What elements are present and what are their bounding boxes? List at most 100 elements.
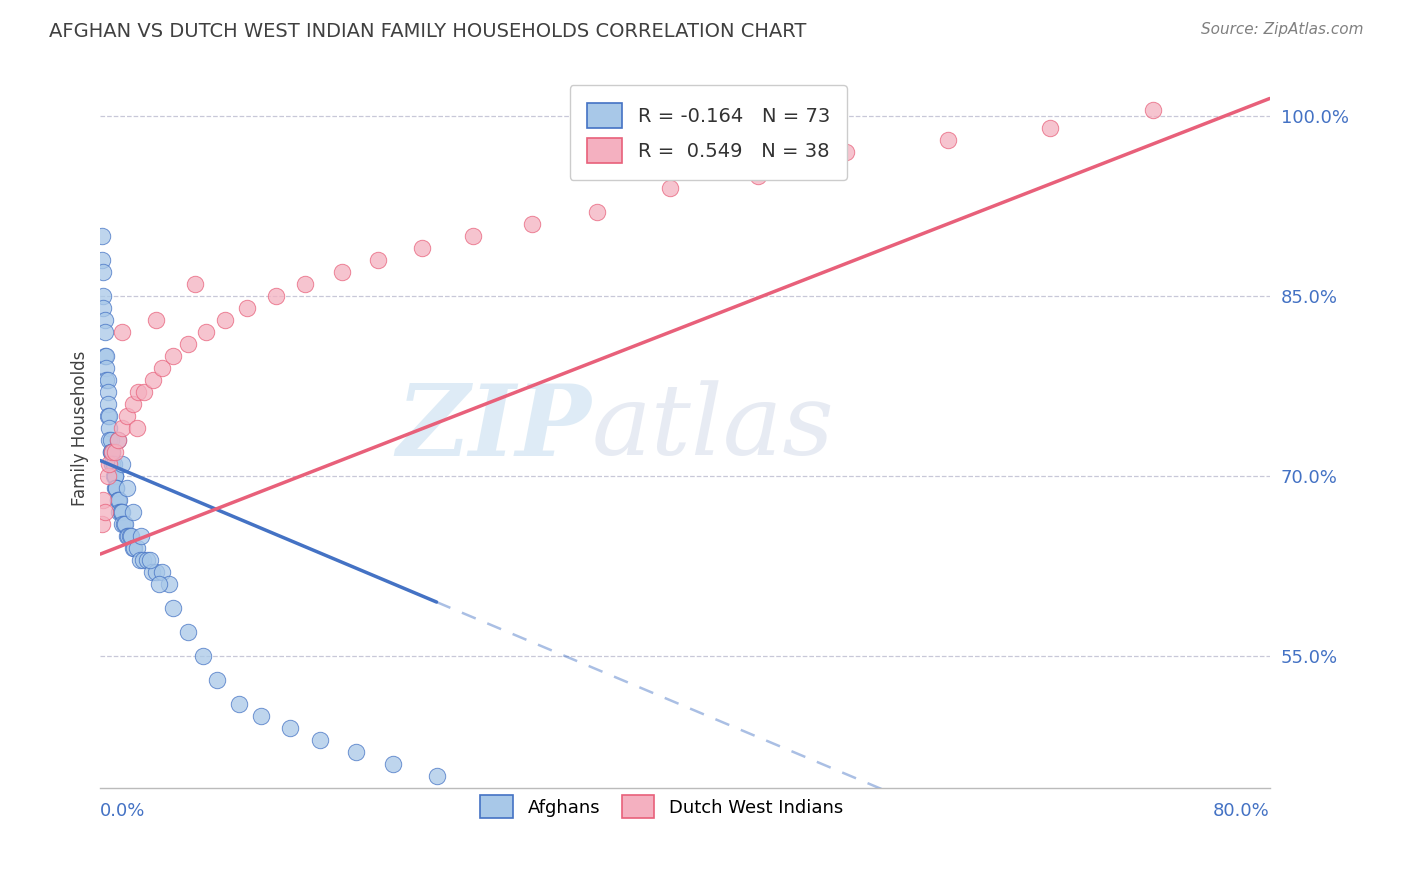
Point <box>191 648 214 663</box>
Point <box>107 493 129 508</box>
Point <box>308 732 330 747</box>
Point <box>115 529 138 543</box>
Point <box>90 253 112 268</box>
Point <box>118 529 141 543</box>
Point <box>121 505 143 519</box>
Point <box>104 469 127 483</box>
Point <box>214 313 236 327</box>
Point <box>145 565 167 579</box>
Point <box>110 505 132 519</box>
Point <box>111 517 134 532</box>
Point <box>207 673 229 687</box>
Text: atlas: atlas <box>592 381 834 475</box>
Point <box>97 373 120 387</box>
Point <box>103 457 125 471</box>
Point <box>125 421 148 435</box>
Point <box>411 241 433 255</box>
Point <box>136 553 159 567</box>
Point <box>250 709 273 723</box>
Point <box>129 529 152 543</box>
Y-axis label: Family Households: Family Households <box>72 351 89 506</box>
Point <box>96 349 118 363</box>
Point <box>114 517 136 532</box>
Point <box>121 541 143 555</box>
Point <box>101 445 124 459</box>
Point <box>104 445 127 459</box>
Point <box>228 697 250 711</box>
Point <box>96 373 118 387</box>
Point <box>425 769 447 783</box>
Point <box>235 301 257 316</box>
Point <box>115 481 138 495</box>
Point <box>111 505 134 519</box>
Point <box>150 565 173 579</box>
Point <box>139 553 162 567</box>
Point <box>148 577 170 591</box>
Point <box>100 445 122 459</box>
Point <box>150 361 173 376</box>
Point <box>100 445 122 459</box>
Point <box>111 326 134 340</box>
Point <box>194 326 217 340</box>
Point <box>101 457 124 471</box>
Point <box>127 385 149 400</box>
Point <box>91 265 114 279</box>
Point <box>98 433 121 447</box>
Point <box>117 529 139 543</box>
Point <box>461 229 484 244</box>
Point <box>162 349 184 363</box>
Point <box>103 469 125 483</box>
Point <box>93 326 115 340</box>
Point <box>105 481 128 495</box>
Point <box>125 541 148 555</box>
Point <box>104 469 127 483</box>
Point <box>128 553 150 567</box>
Point <box>98 421 121 435</box>
Point <box>134 385 156 400</box>
Point <box>97 409 120 424</box>
Point <box>177 337 200 351</box>
Point <box>586 205 609 219</box>
Text: ZIP: ZIP <box>396 380 592 476</box>
Point <box>107 433 129 447</box>
Point <box>91 493 114 508</box>
Point <box>97 397 120 411</box>
Text: Source: ZipAtlas.com: Source: ZipAtlas.com <box>1201 22 1364 37</box>
Point <box>90 517 112 532</box>
Point <box>93 313 115 327</box>
Point <box>98 409 121 424</box>
Point <box>141 565 163 579</box>
Point <box>520 218 543 232</box>
Point <box>344 745 367 759</box>
Point <box>91 301 114 316</box>
Point <box>162 601 184 615</box>
Point <box>108 505 131 519</box>
Point <box>108 493 131 508</box>
Point <box>142 373 165 387</box>
Point <box>936 133 959 147</box>
Point <box>330 265 353 279</box>
Point <box>381 756 404 771</box>
Point <box>121 397 143 411</box>
Point <box>145 313 167 327</box>
Point <box>120 529 142 543</box>
Point <box>97 469 120 483</box>
Point <box>111 457 134 471</box>
Point <box>93 349 115 363</box>
Point <box>264 289 287 303</box>
Text: 0.0%: 0.0% <box>100 802 146 821</box>
Point <box>93 505 115 519</box>
Text: 80.0%: 80.0% <box>1213 802 1270 821</box>
Point <box>101 445 124 459</box>
Point <box>122 541 145 555</box>
Point <box>107 433 129 447</box>
Point <box>91 289 114 303</box>
Point <box>132 553 155 567</box>
Point <box>112 517 135 532</box>
Point <box>104 481 127 495</box>
Legend: Afghans, Dutch West Indians: Afghans, Dutch West Indians <box>474 788 851 826</box>
Point <box>110 505 132 519</box>
Point <box>747 169 769 184</box>
Point <box>184 277 207 292</box>
Point <box>1142 103 1164 118</box>
